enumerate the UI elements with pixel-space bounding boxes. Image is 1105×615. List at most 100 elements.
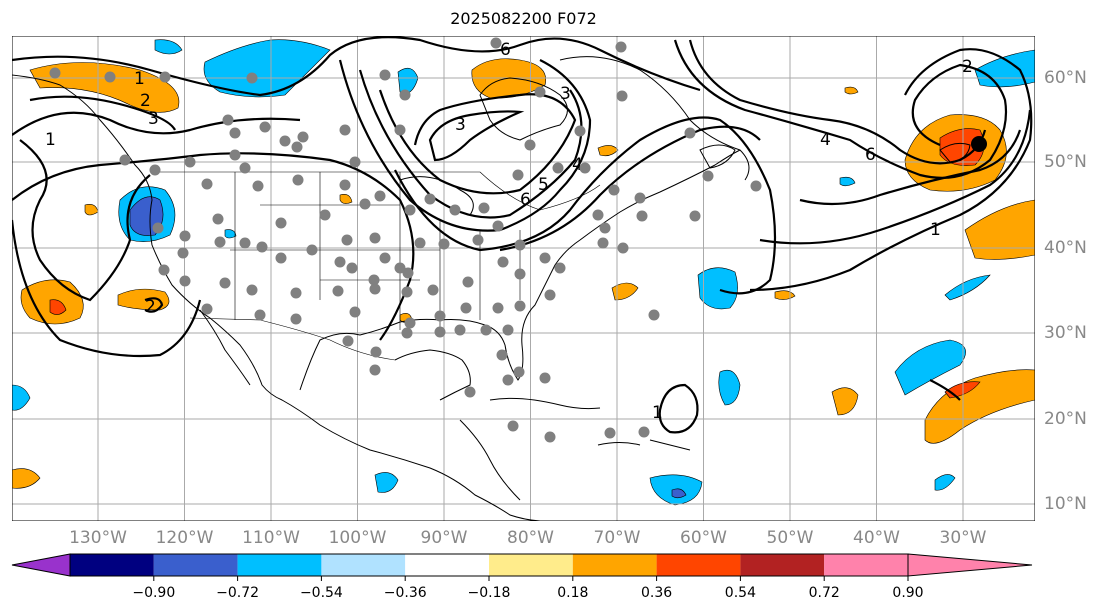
- station-dot: [460, 302, 472, 314]
- svg-text:6: 6: [865, 145, 876, 165]
- station-dot: [604, 427, 616, 439]
- longitude-label: 120°W: [155, 528, 214, 548]
- station-dot: [222, 114, 234, 126]
- longitude-label: 100°W: [328, 528, 387, 548]
- colorbar-segment: [321, 554, 406, 576]
- station-dot: [279, 135, 291, 147]
- station-dot: [427, 284, 439, 296]
- svg-text:6: 6: [520, 190, 531, 210]
- station-dot: [539, 252, 551, 264]
- svg-text:2: 2: [962, 57, 973, 77]
- svg-text:3: 3: [560, 84, 571, 104]
- station-dot: [246, 284, 258, 296]
- station-dot: [374, 190, 386, 202]
- station-dot: [275, 217, 287, 229]
- colorbar-segment: [237, 554, 322, 576]
- latitude-label: 30°N: [1044, 323, 1087, 343]
- longitude-label: 110°W: [242, 528, 300, 548]
- station-dot: [319, 209, 331, 221]
- station-dot: [179, 230, 191, 242]
- station-dot: [438, 238, 450, 250]
- station-dot: [290, 287, 302, 299]
- station-dot: [424, 193, 436, 205]
- colorbar-segment: [656, 554, 741, 576]
- station-dot: [275, 252, 287, 264]
- station-dot: [297, 131, 309, 143]
- station-dot: [119, 154, 131, 166]
- station-dot: [201, 303, 213, 315]
- longitude-label: 30°W: [939, 528, 987, 548]
- station-dot: [379, 69, 391, 81]
- colorbar-tick-label: 0.36: [641, 585, 673, 601]
- station-dot: [750, 180, 762, 192]
- station-dot: [554, 262, 566, 274]
- station-dot: [539, 372, 551, 384]
- station-dot: [449, 204, 461, 216]
- svg-text:2: 2: [140, 91, 151, 111]
- station-dot: [414, 237, 426, 249]
- colorbar-tick-label: 0.90: [892, 585, 924, 601]
- station-dot: [599, 222, 611, 234]
- colorbar-under-extend: [11, 553, 71, 577]
- latitude-label: 40°N: [1044, 238, 1087, 258]
- station-dot: [502, 374, 514, 386]
- station-dot: [341, 234, 353, 246]
- colorbar-tick-label: 0.54: [724, 585, 756, 601]
- svg-text:5: 5: [538, 175, 549, 195]
- colorbar-segment: [740, 554, 825, 576]
- station-dot: [514, 300, 526, 312]
- station-dot: [369, 232, 381, 244]
- station-dot: [379, 252, 391, 264]
- longitude-label: 90°W: [420, 528, 468, 548]
- colorbar-tick-label: −0.18: [467, 585, 511, 601]
- station-dot: [502, 324, 514, 336]
- station-dot: [544, 289, 556, 301]
- colorbar-segment: [70, 554, 154, 576]
- station-dot: [492, 220, 504, 232]
- colorbar-segment: [153, 554, 238, 576]
- station-dot: [544, 431, 556, 443]
- station-dot: [462, 276, 474, 288]
- station-dot: [219, 277, 231, 289]
- station-dot: [507, 420, 519, 432]
- station-dot: [369, 364, 381, 376]
- station-dot: [592, 209, 604, 221]
- station-dot: [399, 89, 411, 101]
- station-dot: [634, 192, 646, 204]
- station-dot: [332, 285, 344, 297]
- station-dot: [177, 247, 189, 259]
- svg-text:1: 1: [930, 220, 941, 240]
- station-dot: [513, 366, 525, 378]
- station-markers: [49, 37, 762, 443]
- contour-labels: 1 2 3 3 3 4 5 6 6 1 2 4 6 1 2 1: [45, 40, 973, 423]
- graticule: [12, 36, 1035, 521]
- station-dot: [292, 174, 304, 186]
- station-dot: [291, 141, 303, 153]
- station-dot: [496, 349, 508, 361]
- station-dot: [478, 202, 490, 214]
- svg-text:4: 4: [572, 155, 583, 175]
- longitude-label: 70°W: [593, 528, 641, 548]
- station-dot: [638, 426, 650, 438]
- station-dot: [615, 41, 627, 53]
- station-dot: [689, 210, 701, 222]
- station-dot: [214, 236, 226, 248]
- latitude-label: 60°N: [1044, 68, 1087, 88]
- hurricane-marker: [971, 136, 987, 152]
- station-dot: [349, 156, 361, 168]
- station-dot: [229, 127, 241, 139]
- station-dot: [514, 239, 526, 251]
- map-plot: 1 2 3 3 3 4 5 6 6 1 2 4 6 1 2 1: [12, 36, 1035, 521]
- station-dot: [346, 262, 358, 274]
- map-title: 2025082200 F072: [450, 9, 597, 28]
- colorbar: [11, 553, 1033, 581]
- colorbar-segment: [572, 554, 657, 576]
- colorbar-segment: [405, 554, 489, 576]
- station-dot: [252, 180, 264, 192]
- colorbar-segment: [824, 554, 908, 576]
- colorbar-segment: [489, 554, 573, 576]
- station-dot: [359, 198, 371, 210]
- station-dot: [259, 121, 271, 133]
- station-dot: [368, 274, 380, 286]
- station-dot: [290, 313, 302, 325]
